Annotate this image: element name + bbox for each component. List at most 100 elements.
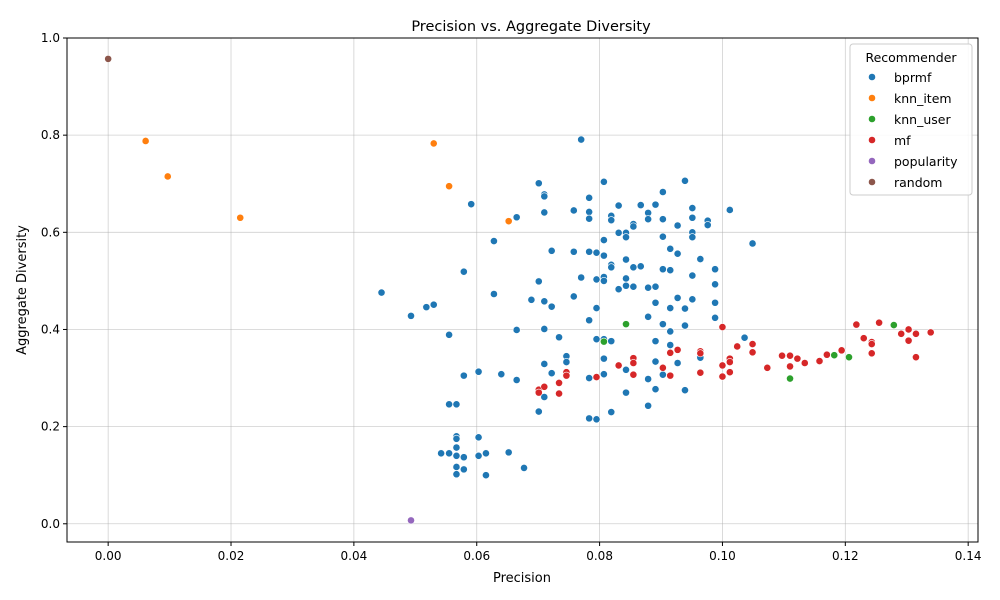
data-point — [512, 376, 521, 384]
data-point — [748, 348, 757, 357]
legend-item-knn_user: knn_user — [868, 112, 951, 127]
y-tick-label: 0.0 — [41, 517, 60, 531]
legend-label: random — [894, 175, 942, 190]
data-point — [658, 232, 667, 241]
data-point — [740, 333, 749, 342]
data-point — [733, 342, 742, 351]
data-point — [490, 290, 498, 298]
data-point — [778, 351, 786, 360]
data-point — [474, 433, 483, 442]
data-point — [482, 471, 490, 480]
data-point — [585, 247, 594, 256]
data-point — [599, 276, 608, 285]
data-point — [629, 263, 638, 272]
data-point — [445, 330, 453, 339]
data-point — [534, 388, 543, 397]
data-point — [141, 137, 150, 145]
data-point — [459, 371, 468, 380]
data-point — [614, 228, 623, 237]
data-point — [666, 341, 675, 349]
data-point — [540, 325, 549, 333]
data-point — [786, 374, 794, 383]
data-point — [711, 280, 719, 289]
legend-item-popularity: popularity — [868, 154, 958, 169]
data-point — [793, 354, 802, 363]
data-point — [837, 346, 846, 355]
data-point — [681, 386, 689, 395]
data-point — [688, 213, 697, 222]
data-point — [673, 359, 682, 367]
data-point — [651, 282, 660, 291]
data-point — [599, 337, 608, 346]
data-point — [614, 201, 623, 210]
data-point — [622, 233, 630, 242]
data-point — [636, 201, 645, 210]
data-point — [725, 206, 734, 214]
legend-box — [849, 43, 973, 196]
data-point — [377, 288, 386, 297]
data-point — [867, 340, 876, 348]
data-point — [104, 54, 113, 63]
data-point — [658, 370, 667, 379]
data-point — [599, 251, 608, 260]
x-tick-label: 0.08 — [586, 549, 613, 563]
data-point — [585, 316, 594, 325]
data-point — [904, 336, 913, 345]
data-point — [673, 345, 682, 354]
plot-frame — [66, 37, 979, 543]
data-point — [547, 246, 556, 255]
data-point — [622, 365, 630, 374]
data-point — [673, 293, 682, 302]
data-point — [629, 222, 638, 231]
legend-marker — [868, 115, 876, 123]
data-point — [622, 281, 630, 290]
legend-item-knn_item: knn_item — [868, 91, 952, 106]
data-point — [407, 311, 415, 320]
data-point — [651, 298, 660, 307]
data-point — [658, 215, 667, 224]
data-point — [666, 348, 675, 357]
data-point — [445, 400, 453, 409]
legend-title: Recommender — [865, 50, 957, 65]
data-point — [875, 318, 883, 327]
data-point — [422, 303, 431, 312]
data-point — [437, 449, 446, 458]
data-point — [651, 357, 660, 366]
data-point — [474, 451, 483, 460]
data-point — [711, 313, 719, 322]
data-point — [429, 139, 438, 148]
data-point — [718, 372, 727, 381]
data-point — [585, 208, 594, 216]
legend-label: bprmf — [894, 70, 932, 85]
data-point — [540, 393, 549, 401]
legend-item-bprmf: bprmf — [868, 70, 932, 85]
data-point — [452, 463, 461, 471]
data-point — [786, 351, 794, 360]
data-point — [830, 351, 839, 360]
x-tick-label: 0.06 — [463, 549, 490, 563]
legend-marker — [868, 136, 876, 144]
x-tick-label: 0.14 — [955, 549, 982, 563]
data-point — [815, 357, 824, 365]
data-point — [555, 389, 563, 398]
data-point — [445, 449, 453, 458]
y-tick-label: 0.2 — [41, 420, 60, 434]
data-points — [104, 54, 935, 525]
data-point — [688, 271, 697, 280]
data-point — [651, 200, 660, 209]
data-point — [852, 320, 861, 329]
data-point — [725, 358, 734, 366]
data-point — [688, 233, 697, 242]
legend-label: mf — [894, 133, 911, 148]
data-point — [651, 385, 660, 394]
data-point — [658, 265, 667, 274]
data-point — [718, 361, 727, 370]
data-point — [445, 182, 453, 191]
data-point — [512, 213, 521, 222]
data-point — [859, 334, 868, 343]
data-point — [547, 302, 556, 311]
data-point — [569, 247, 578, 256]
data-point — [555, 333, 563, 342]
